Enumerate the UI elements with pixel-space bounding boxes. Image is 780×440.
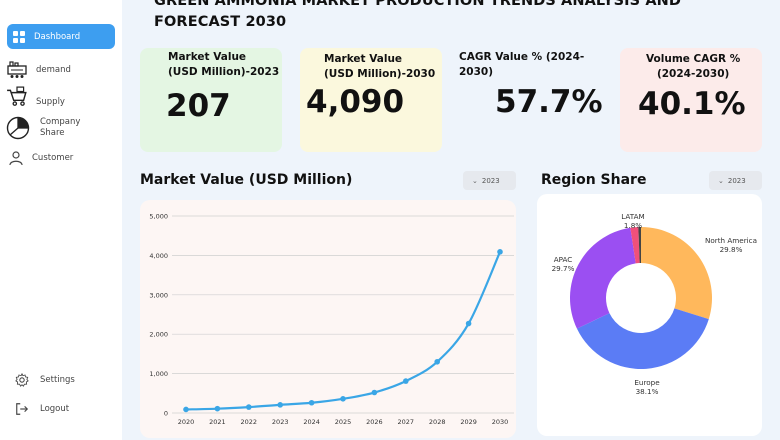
data-point[interactable]	[214, 405, 221, 412]
data-point[interactable]	[403, 378, 409, 384]
sidebar-item-demand[interactable]: demand	[6, 60, 71, 80]
slice-label: Europe	[634, 378, 660, 387]
x-tick-label: 2025	[335, 418, 352, 426]
sidebar-item-label: Supply	[36, 97, 65, 107]
sidebar: Dashboard demand Supply Company Share	[0, 0, 122, 440]
kpi-card-cagr-value: CAGR Value % (2024-2030) 57.7%	[457, 48, 609, 152]
y-tick-label: 1,000	[149, 370, 168, 378]
sidebar-item-company-share[interactable]: Company Share	[6, 116, 80, 140]
data-point[interactable]	[183, 406, 189, 413]
x-tick-label: 2029	[460, 418, 477, 426]
sidebar-item-supply[interactable]: Supply	[6, 86, 65, 108]
slice-label: APAC	[554, 255, 573, 264]
chevron-down-icon: ⌄	[472, 176, 478, 185]
region-share-year-select[interactable]: ⌄ 2023	[709, 171, 762, 190]
pie-slice[interactable]	[576, 308, 709, 369]
kpi-card-market-value-2030: Market Value (USD Million)-2030 4,090	[300, 48, 442, 152]
kpi-value: 40.1%	[638, 86, 746, 122]
kpi-card-market-value-2023: Market Value (USD Million)-2023 207	[140, 48, 282, 152]
kpi-value: 4,090	[306, 84, 405, 120]
supply-cart-icon	[7, 86, 27, 106]
x-tick-label: 2024	[303, 418, 320, 426]
pie-slice[interactable]	[641, 227, 712, 320]
market-value-year-select[interactable]: ⌄ 2023	[463, 171, 516, 190]
region-share-title: Region Share	[541, 172, 647, 188]
gear-icon	[15, 373, 29, 387]
region-share-chart-panel: North America 29.8% Europe 38.1% APAC 29.7% LA…	[537, 194, 762, 436]
sidebar-item-label: Company Share	[40, 117, 81, 138]
data-point[interactable]	[308, 399, 315, 406]
chevron-down-icon: ⌄	[718, 176, 724, 185]
logout-icon	[16, 403, 29, 415]
page-title: GREEN AMMONIA MARKET PRODUCTION TRENDS A…	[154, 0, 682, 30]
sidebar-item-customer[interactable]: Customer	[6, 150, 73, 166]
market-value-title: Market Value (USD Million)	[140, 172, 353, 188]
kpi-value: 57.7%	[495, 84, 603, 120]
x-tick-label: 2023	[272, 418, 289, 426]
kpi-label: Market Value (USD Million)-2030	[324, 53, 436, 80]
data-point[interactable]	[277, 402, 283, 408]
dashboard-grid-icon	[13, 30, 25, 43]
y-tick-label: 3,000	[149, 291, 168, 299]
pie-slice[interactable]	[570, 227, 636, 329]
sidebar-item-label: Customer	[32, 153, 74, 163]
sidebar-item-label: demand	[36, 65, 71, 75]
sidebar-item-dashboard[interactable]: Dashboard	[7, 24, 115, 49]
kpi-label: Volume CAGR % (2024-2030)	[646, 53, 741, 80]
market-value-chart-panel: 0 1,000 2,000 3,000 4,000 5,000 2020 2021 2022 20…	[140, 200, 516, 438]
factory-icon	[7, 61, 27, 78]
x-tick-label: 2020	[178, 418, 195, 426]
y-tick-label: 2,000	[149, 331, 168, 339]
pie-slice[interactable]	[630, 227, 640, 264]
slice-percent-label: 38.1%	[636, 387, 659, 396]
sidebar-item-label: Dashboard	[34, 31, 81, 42]
pie-share-icon	[6, 116, 30, 140]
year-select-value: 2023	[727, 176, 746, 185]
y-tick-label: 5,000	[149, 213, 168, 221]
slice-percent-label: 29.7%	[552, 264, 575, 273]
series-line	[185, 251, 502, 411]
kpi-label: CAGR Value % (2024-2030)	[459, 51, 585, 78]
user-icon	[9, 151, 23, 166]
kpi-label: Market Value (USD Million)-2023	[168, 51, 280, 78]
data-point[interactable]	[246, 404, 252, 410]
slice-percent-label: 29.8%	[720, 245, 743, 254]
kpi-card-volume-cagr: Volume CAGR % (2024-2030) 40.1%	[620, 48, 762, 152]
data-point[interactable]	[340, 396, 346, 402]
x-tick-label: 2027	[398, 418, 415, 426]
slice-label: LATAM	[621, 212, 644, 221]
x-tick-label: 2021	[209, 418, 226, 426]
slice-percent-label: 1.8%	[624, 221, 642, 230]
sidebar-item-settings[interactable]: Settings	[6, 373, 75, 387]
sidebar-item-label: Settings	[40, 375, 75, 385]
pie-slice-other[interactable]	[638, 227, 641, 264]
x-tick-label: 2028	[429, 418, 446, 426]
slice-label: North America	[705, 236, 757, 245]
year-select-value: 2023	[481, 176, 500, 185]
data-point[interactable]	[371, 389, 378, 396]
x-tick-label: 2030	[492, 418, 509, 426]
x-tick-label: 2026	[366, 418, 383, 426]
data-point[interactable]	[434, 358, 441, 365]
data-point[interactable]	[465, 320, 472, 327]
sidebar-item-label: Logout	[40, 404, 70, 414]
sidebar-item-logout[interactable]: Logout	[6, 402, 69, 416]
market-value-line-chart: 0 1,000 2,000 3,000 4,000 5,000 2020 2021 2022 20…	[149, 213, 514, 426]
data-point[interactable]	[497, 249, 503, 255]
x-tick-label: 2022	[241, 418, 258, 426]
y-tick-label: 0	[164, 410, 168, 418]
kpi-value: 207	[166, 88, 231, 124]
y-tick-label: 4,000	[149, 252, 168, 260]
